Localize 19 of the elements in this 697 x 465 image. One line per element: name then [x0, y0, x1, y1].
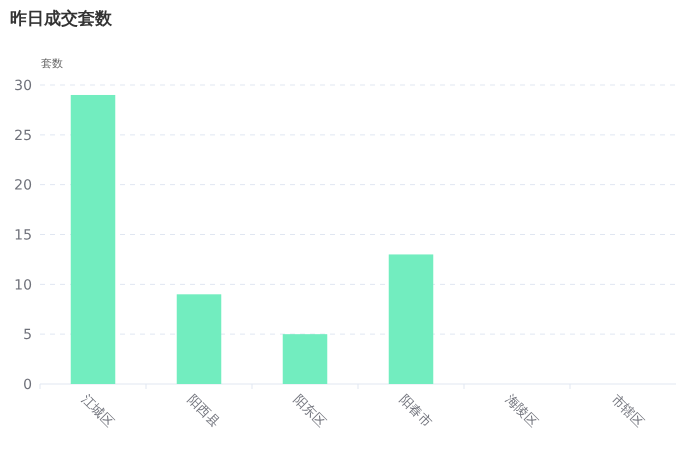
x-tick-label: 海陵区	[502, 392, 540, 430]
y-tick-label: 0	[23, 377, 32, 393]
bar	[176, 294, 222, 384]
x-tick-label: 阳西县	[184, 392, 222, 430]
x-tick-label: 江城区	[78, 392, 116, 430]
bar	[70, 94, 116, 384]
y-tick-label: 20	[14, 178, 32, 194]
bar	[282, 334, 328, 384]
y-tick-label: 30	[14, 78, 32, 94]
y-tick-label: 15	[14, 228, 32, 244]
x-tick-label: 阳东区	[290, 392, 328, 430]
y-tick-label: 25	[14, 128, 32, 144]
x-tick-label: 市辖区	[608, 392, 646, 430]
y-tick-label: 10	[14, 277, 32, 294]
bar	[388, 254, 434, 384]
chart-title: 昨日成交套数	[10, 9, 113, 29]
y-tick-label: 5	[23, 327, 32, 344]
y-axis-title: 套数	[41, 57, 63, 70]
x-tick-label: 阳春市	[396, 392, 434, 430]
